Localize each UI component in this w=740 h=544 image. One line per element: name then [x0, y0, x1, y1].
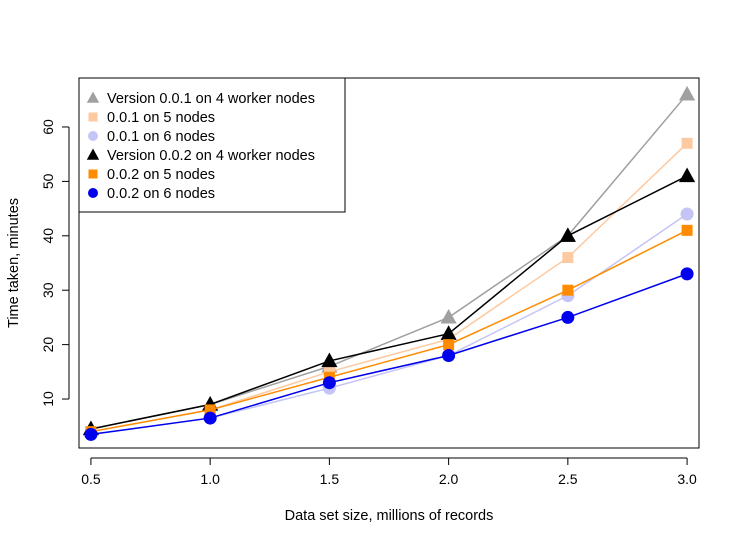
data-point	[562, 252, 574, 264]
data-point	[681, 224, 693, 236]
legend-box	[78, 77, 346, 213]
data-point	[561, 310, 575, 324]
data-point	[559, 227, 576, 242]
y-tick-label: 50	[40, 173, 56, 189]
y-axis-title: Time taken, minutes	[6, 198, 22, 328]
data-point	[681, 137, 693, 149]
series-5	[85, 224, 693, 438]
y-tick-label: 40	[40, 228, 56, 244]
legend-label: 0.0.2 on 5 nodes	[107, 167, 215, 183]
x-tick-label: 0.5	[81, 471, 101, 487]
x-tick-label: 1.0	[200, 471, 220, 487]
legend-label: 0.0.2 on 6 nodes	[107, 186, 215, 202]
y-axis: 10 20 30 40 50 60	[40, 119, 70, 407]
data-point	[679, 85, 696, 101]
series-3	[84, 207, 694, 441]
x-tick-label: 3.0	[677, 471, 697, 487]
data-point	[204, 404, 216, 416]
legend: Version 0.0.1 on 4 worker nodes 0.0.1 on …	[78, 77, 346, 213]
legend-item: Version 0.0.2 on 4 worker nodes	[86, 148, 315, 164]
data-point	[440, 308, 457, 324]
legend-marker	[88, 131, 98, 141]
data-point	[442, 349, 456, 362]
legend-item: 0.0.2 on 5 nodes	[88, 167, 215, 183]
series-6	[84, 267, 694, 441]
legend-marker	[88, 188, 98, 198]
legend-item: 0.0.1 on 5 nodes	[88, 110, 215, 126]
legend-item: Version 0.0.1 on 4 worker nodes	[86, 91, 315, 107]
y-tick-label: 60	[40, 119, 56, 135]
legend-marker	[88, 112, 98, 122]
series-layer	[82, 85, 696, 441]
legend-marker	[86, 148, 100, 160]
legend-label: Version 0.0.2 on 4 worker nodes	[107, 148, 315, 164]
legend-label: 0.0.1 on 6 nodes	[107, 129, 215, 145]
series-line	[90, 273, 688, 436]
legend-marker	[88, 169, 98, 179]
series-line	[90, 229, 688, 433]
legend-label: Version 0.0.1 on 4 worker nodes	[107, 91, 315, 107]
legend-marker	[86, 91, 100, 103]
legend-label: 0.0.1 on 5 nodes	[107, 110, 215, 126]
data-point	[562, 284, 574, 296]
data-point	[443, 339, 455, 351]
data-point	[680, 267, 694, 281]
data-point	[322, 376, 336, 390]
data-point	[203, 411, 217, 425]
data-point	[321, 352, 338, 368]
x-tick-label: 2.0	[439, 471, 459, 487]
x-axis: 0.5 1.0 1.5 2.0 2.5 3.0	[81, 457, 697, 487]
legend-item: 0.0.2 on 6 nodes	[88, 186, 215, 202]
data-point	[679, 167, 696, 183]
y-tick-label: 10	[40, 391, 56, 407]
series-line	[90, 175, 688, 430]
data-point	[84, 427, 98, 441]
y-tick-label: 20	[40, 337, 56, 353]
data-point	[440, 325, 457, 340]
x-tick-label: 1.5	[320, 471, 340, 487]
x-axis-title: Data set size, millions of records	[285, 508, 494, 524]
series-line	[90, 213, 688, 436]
data-point	[680, 207, 694, 221]
legend-item: 0.0.1 on 6 nodes	[88, 129, 215, 145]
plot-frame	[78, 77, 700, 449]
y-tick-label: 30	[40, 282, 56, 298]
x-tick-label: 2.5	[558, 471, 578, 487]
